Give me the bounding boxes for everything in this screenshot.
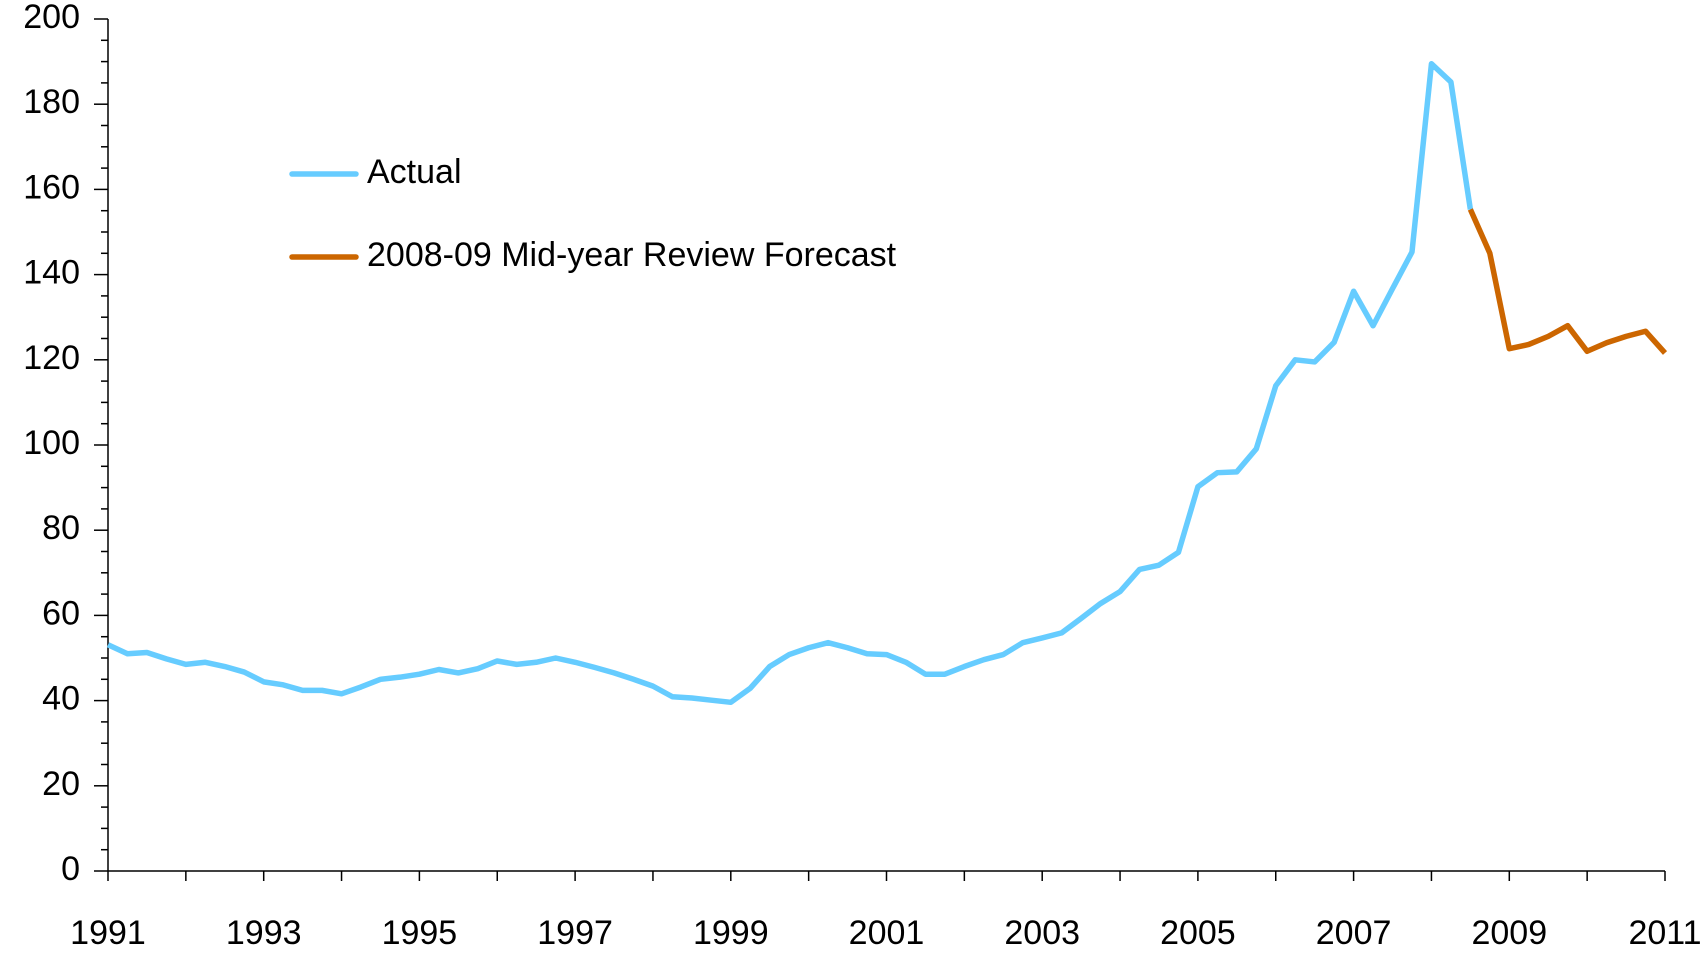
y-tick-label: 0 bbox=[61, 850, 80, 888]
legend-label: 2008-09 Mid-year Review Forecast bbox=[367, 236, 897, 274]
x-tick-label: 1999 bbox=[693, 914, 769, 952]
series-line bbox=[106, 60, 1474, 706]
y-tick-label: 160 bbox=[23, 168, 80, 206]
y-tick-label: 60 bbox=[42, 594, 80, 632]
y-tick-label: 40 bbox=[42, 680, 80, 718]
y-tick-label: 100 bbox=[23, 424, 80, 462]
x-tick-label: 1995 bbox=[382, 914, 458, 952]
y-tick-label: 120 bbox=[23, 339, 80, 377]
x-tick-label: 2007 bbox=[1316, 914, 1392, 952]
x-tick-label: 2011 bbox=[1628, 914, 1701, 952]
y-tick-label: 140 bbox=[23, 254, 80, 292]
x-tick-label: 1991 bbox=[70, 914, 146, 952]
y-tick-label: 180 bbox=[23, 83, 80, 121]
y-tick-label: 200 bbox=[23, 0, 80, 36]
x-tick-label: 2009 bbox=[1471, 914, 1547, 952]
y-tick-label: 20 bbox=[42, 765, 80, 803]
x-tick-label: 2001 bbox=[849, 914, 925, 952]
x-tick-label: 1993 bbox=[226, 914, 302, 952]
x-tick-label: 2003 bbox=[1004, 914, 1080, 952]
legend-label: Actual bbox=[367, 153, 462, 191]
series-line bbox=[1467, 208, 1668, 355]
x-tick-label: 2005 bbox=[1160, 914, 1236, 952]
y-tick-label: 80 bbox=[42, 509, 80, 547]
x-tick-label: 1997 bbox=[537, 914, 613, 952]
